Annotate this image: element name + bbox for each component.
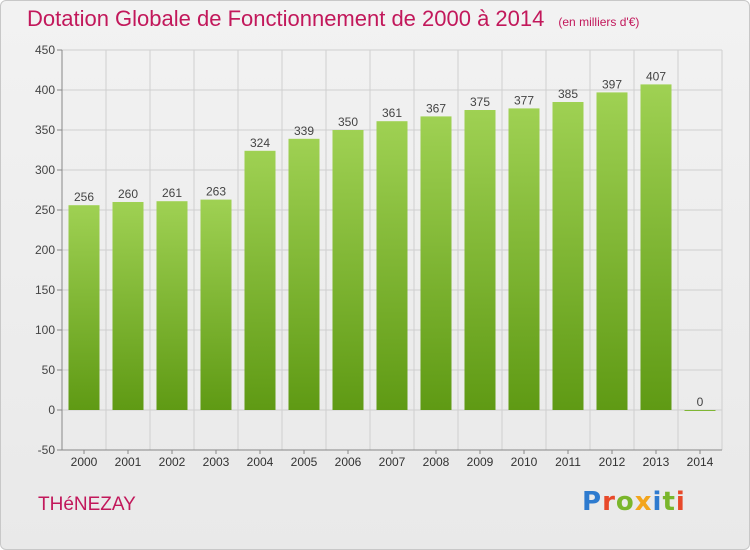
value-label: 367	[426, 101, 446, 115]
y-tick-label: 100	[35, 323, 55, 337]
x-tick-label: 2005	[291, 455, 318, 469]
bar	[288, 138, 320, 411]
x-tick-label: 2006	[335, 455, 362, 469]
proxiti-logo: Proxiti	[582, 487, 686, 517]
y-tick-label: 400	[35, 83, 55, 97]
value-label: 385	[558, 87, 578, 101]
y-tick-label: 200	[35, 243, 55, 257]
logo-letter: t	[662, 487, 676, 517]
bar	[596, 92, 628, 411]
y-tick-label: 0	[48, 403, 55, 417]
value-label: 263	[206, 185, 226, 199]
y-tick-label: 450	[35, 43, 55, 57]
x-tick-label: 2007	[379, 455, 406, 469]
x-tick-label: 2000	[71, 455, 98, 469]
y-tick-label: 250	[35, 203, 55, 217]
value-label: 350	[338, 115, 358, 129]
title-text: Dotation Globale de Fonctionnement de 20…	[27, 6, 545, 31]
x-tick-label: 2003	[203, 455, 230, 469]
value-label: 361	[382, 106, 402, 120]
bar	[376, 121, 408, 410]
value-label: 324	[250, 136, 270, 150]
bar	[684, 410, 716, 411]
bar	[200, 199, 232, 410]
y-tick-label: 150	[35, 283, 55, 297]
logo-letter: i	[652, 487, 663, 517]
logo-letter: o	[615, 487, 635, 517]
x-tick-label: 2013	[643, 455, 670, 469]
bar	[112, 202, 144, 410]
labels: -50 0 50 100 150 200 250 300 350 400 450 256 2000 260…	[35, 43, 714, 469]
logo-letter: P	[582, 487, 603, 517]
y-tick-label: 350	[35, 123, 55, 137]
value-label: 0	[697, 395, 704, 409]
value-label: 261	[162, 186, 182, 200]
value-label: 260	[118, 187, 138, 201]
bars	[68, 84, 716, 411]
bar	[332, 130, 364, 410]
x-tick-label: 2012	[599, 455, 626, 469]
bar	[640, 84, 672, 411]
bar	[156, 201, 188, 410]
bar	[68, 205, 100, 410]
y-tick-label: 50	[42, 363, 56, 377]
commune-name: THéNEZAY	[38, 494, 136, 515]
x-tick-label: 2009	[467, 455, 494, 469]
value-label: 339	[294, 124, 314, 138]
y-tick-label: 300	[35, 163, 55, 177]
value-label: 377	[514, 93, 534, 107]
value-label: 375	[470, 95, 490, 109]
axes	[57, 49, 722, 454]
x-tick-label: 2008	[423, 455, 450, 469]
bar	[508, 108, 540, 411]
x-tick-label: 2001	[115, 455, 142, 469]
bar	[244, 150, 276, 411]
x-tick-label: 2002	[159, 455, 186, 469]
x-tick-label: 2011	[555, 455, 581, 469]
unit-label: (en milliers d'€)	[558, 15, 640, 29]
bar	[464, 110, 496, 410]
value-label: 407	[646, 69, 666, 83]
bar	[552, 102, 584, 410]
logo-letter: x	[634, 487, 653, 517]
logo-letter: r	[602, 487, 616, 517]
x-tick-label: 2010	[511, 455, 538, 469]
value-label: 256	[74, 190, 94, 204]
value-label: 397	[602, 77, 622, 91]
y-tick-label: -50	[38, 443, 56, 457]
chart-title: Dotation Globale de Fonctionnement de 20…	[27, 6, 639, 32]
x-tick-label: 2004	[247, 455, 274, 469]
x-tick-label: 2014	[687, 455, 714, 469]
bar	[420, 116, 452, 411]
logo-letter: i	[675, 487, 686, 517]
